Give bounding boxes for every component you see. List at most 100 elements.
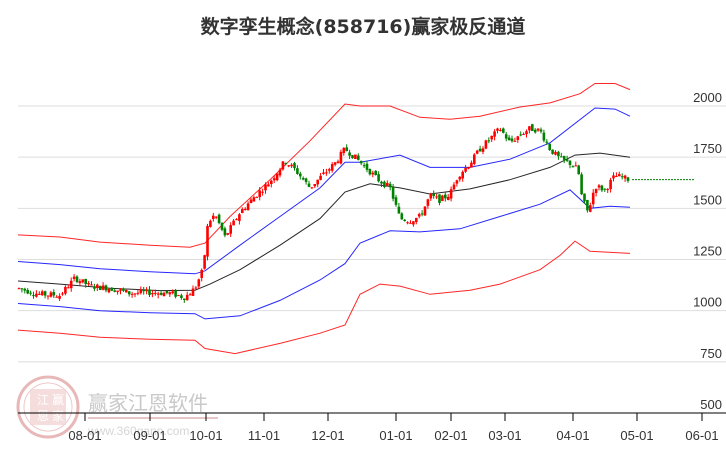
svg-text:恩: 恩 bbox=[37, 409, 49, 423]
candle bbox=[177, 295, 180, 297]
candle bbox=[226, 233, 230, 235]
candle bbox=[345, 147, 348, 152]
candle bbox=[223, 228, 227, 236]
candle bbox=[620, 176, 624, 178]
candle bbox=[197, 279, 201, 287]
candle bbox=[368, 169, 372, 175]
candle bbox=[502, 128, 505, 133]
candle bbox=[275, 173, 279, 181]
candle bbox=[209, 220, 212, 227]
candle bbox=[531, 124, 534, 131]
candle bbox=[441, 195, 444, 201]
candle bbox=[557, 151, 560, 157]
candle bbox=[383, 181, 386, 188]
candle bbox=[255, 196, 259, 198]
candle bbox=[278, 169, 282, 176]
candle bbox=[583, 193, 586, 202]
candle bbox=[571, 166, 575, 168]
candle bbox=[174, 290, 177, 297]
inner-upper-line bbox=[17, 107, 631, 275]
x-tick-label: 08-01 bbox=[68, 428, 101, 443]
candle bbox=[336, 161, 340, 163]
candle bbox=[299, 173, 302, 177]
candle bbox=[264, 184, 267, 191]
candle bbox=[58, 295, 61, 299]
candle bbox=[589, 205, 592, 212]
candle bbox=[96, 284, 99, 288]
candle bbox=[23, 288, 27, 291]
candle bbox=[397, 206, 401, 214]
candle bbox=[606, 189, 609, 191]
candle bbox=[435, 196, 438, 198]
gridlines bbox=[18, 105, 726, 363]
candle bbox=[490, 135, 493, 140]
candle bbox=[449, 189, 453, 199]
candle bbox=[574, 165, 578, 167]
candle bbox=[444, 194, 447, 199]
candle bbox=[548, 143, 551, 151]
candle bbox=[252, 197, 256, 202]
candle bbox=[394, 197, 398, 205]
y-tick-label: 1250 bbox=[693, 244, 722, 259]
candle bbox=[333, 162, 337, 165]
candle bbox=[67, 287, 70, 289]
inner-lower-line bbox=[17, 189, 631, 320]
candle bbox=[75, 276, 79, 283]
channel-bands bbox=[17, 83, 631, 355]
candle bbox=[420, 213, 424, 215]
candle bbox=[354, 154, 357, 160]
candle bbox=[238, 214, 241, 222]
x-tick-label: 10-01 bbox=[189, 428, 222, 443]
candle bbox=[470, 162, 473, 168]
candle bbox=[496, 128, 499, 131]
candle bbox=[513, 140, 517, 142]
candle bbox=[359, 160, 363, 164]
chart-title: 数字孪生概念(858716)赢家极反通道 bbox=[200, 16, 526, 38]
candle bbox=[626, 177, 630, 181]
x-tick-label: 09-01 bbox=[133, 428, 166, 443]
candlesticks bbox=[17, 123, 630, 303]
candle bbox=[386, 182, 389, 186]
candle bbox=[516, 136, 520, 140]
candle bbox=[180, 295, 183, 298]
candle bbox=[293, 163, 296, 169]
candle bbox=[194, 287, 198, 289]
svg-text:江: 江 bbox=[37, 393, 49, 407]
candle bbox=[38, 293, 41, 295]
candle bbox=[577, 165, 580, 175]
candle bbox=[452, 184, 456, 190]
candle bbox=[325, 172, 328, 174]
candle bbox=[597, 185, 601, 188]
x-tick-label: 11-01 bbox=[248, 428, 280, 443]
candle bbox=[229, 225, 232, 234]
candle bbox=[159, 292, 163, 295]
candle bbox=[618, 174, 621, 177]
candle bbox=[481, 148, 485, 152]
candle bbox=[130, 293, 134, 295]
candle bbox=[432, 193, 435, 197]
candle bbox=[519, 134, 522, 136]
candle bbox=[467, 167, 470, 169]
candle bbox=[458, 176, 462, 180]
candle bbox=[528, 126, 531, 131]
candle bbox=[26, 289, 29, 294]
candle bbox=[246, 203, 250, 210]
watermark: 江 赢 恩 家 赢家江恩软件 www.360gann.com bbox=[16, 375, 218, 439]
outer-lower-line bbox=[17, 240, 631, 355]
candle bbox=[119, 289, 122, 291]
candle bbox=[623, 175, 627, 179]
candle bbox=[301, 178, 305, 180]
candle bbox=[391, 187, 395, 199]
y-tick-label: 1000 bbox=[693, 295, 722, 310]
candle bbox=[151, 293, 154, 295]
candle bbox=[565, 159, 569, 161]
candle bbox=[455, 180, 459, 184]
candle bbox=[43, 291, 47, 296]
candle bbox=[304, 178, 308, 182]
candle bbox=[600, 185, 604, 191]
candle bbox=[267, 184, 270, 187]
candle bbox=[603, 188, 607, 190]
candle bbox=[562, 155, 566, 160]
candle bbox=[55, 296, 58, 298]
